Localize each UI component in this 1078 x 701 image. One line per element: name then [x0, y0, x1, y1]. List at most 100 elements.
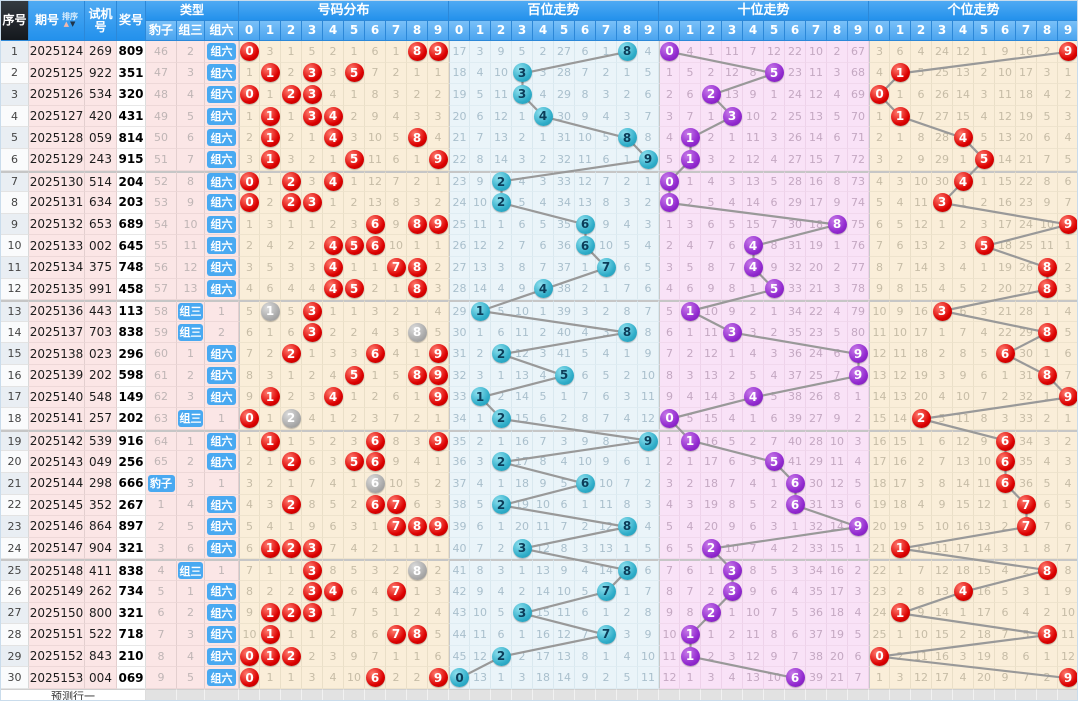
- hundreds-cell: 10: [491, 62, 512, 85]
- hundreds-cell: 13: [491, 127, 512, 149]
- units-cell: 15: [932, 624, 953, 646]
- drawn-digit-circle: 5: [344, 279, 364, 299]
- dist-cell: 7: [239, 559, 260, 581]
- dist-cell: 1: [407, 149, 428, 171]
- tens-cell: 9: [659, 602, 680, 625]
- tens-cell: 27: [785, 149, 806, 171]
- units-cell: 2: [932, 235, 953, 257]
- hundreds-cell: 33: [449, 386, 470, 409]
- tens-cell: 25: [806, 365, 827, 387]
- hundreds-cell: 4: [491, 278, 512, 301]
- hundreds-cell: 36: [449, 451, 470, 473]
- hundreds-cell: 1: [596, 41, 617, 63]
- hundreds-cell: 24: [449, 192, 470, 214]
- dist-cell: 5: [344, 451, 365, 473]
- tens-cell: 2: [848, 559, 869, 581]
- tens-cell: 80: [848, 321, 869, 344]
- hundreds-cell: 6: [512, 213, 533, 236]
- hundreds-cell: 1: [596, 602, 617, 625]
- dist-cell: 1: [386, 602, 407, 625]
- hundreds-cell: 21: [449, 127, 470, 149]
- type-badge: 组三: [178, 323, 203, 341]
- units-digit-circle: 4: [953, 172, 973, 192]
- hundreds-cell: 13: [533, 559, 554, 581]
- dist-cell: 4: [407, 451, 428, 473]
- hundreds-cell: 5: [554, 473, 575, 495]
- test-number-cell: 257: [85, 408, 117, 430]
- hundreds-cell: 2: [617, 170, 638, 193]
- dist-cell: 6: [365, 41, 386, 63]
- units-cell: 5: [890, 213, 911, 236]
- dist-cell: 0: [239, 192, 260, 214]
- tens-cell: 8: [701, 257, 722, 279]
- dist-cell: 11: [365, 149, 386, 171]
- tens-cell: 39: [806, 667, 827, 689]
- drawn-digit-circle: 3: [302, 538, 322, 558]
- units-cell: 7: [911, 559, 932, 581]
- footer-cell: [827, 689, 848, 700]
- hundreds-cell: 6: [533, 408, 554, 430]
- hundreds-cell: 5: [533, 386, 554, 409]
- dist-cell: 1: [260, 62, 281, 85]
- dist-cell: 9: [428, 213, 449, 236]
- tens-cell: 1: [680, 429, 701, 452]
- tens-cell: 2: [701, 62, 722, 85]
- hundreds-cell: 2: [512, 645, 533, 668]
- hundreds-cell: 4: [533, 105, 554, 128]
- tens-cell: 6: [785, 624, 806, 646]
- hundreds-cell: 1: [491, 667, 512, 689]
- drawn-digit-circle: 3: [302, 561, 322, 581]
- dist-cell: 1: [281, 365, 302, 387]
- type-badge: 组六: [206, 237, 237, 255]
- dist-cell: 1: [428, 62, 449, 85]
- hundreds-cell: 3: [533, 170, 554, 193]
- dist-cell: 0: [239, 645, 260, 668]
- dist-cell: 5: [344, 62, 365, 85]
- hundreds-cell: 27: [554, 41, 575, 63]
- period-cell: 2025135: [29, 278, 85, 301]
- index-cell: 28: [1, 624, 29, 646]
- dist-cell: 2: [281, 192, 302, 214]
- tens-digit-circle: 1: [680, 128, 700, 148]
- type-badge: 组三: [178, 302, 203, 320]
- prize-number-cell: 838: [117, 559, 146, 581]
- units-cell: 7: [911, 105, 932, 128]
- tens-cell: 34: [785, 300, 806, 322]
- dist-cell: 2: [281, 235, 302, 257]
- test-number-cell: 004: [85, 667, 117, 689]
- dist-cell: 2: [260, 192, 281, 214]
- tens-digit-circle: 6: [785, 668, 805, 688]
- tens-digit-circle: 6: [785, 495, 805, 515]
- sort-control[interactable]: 排序 ▲▼: [62, 13, 78, 28]
- footer-cell: [701, 689, 722, 700]
- dist-cell: 3: [365, 559, 386, 581]
- hundreds-cell: 30: [554, 105, 575, 128]
- units-cell: 16: [932, 645, 953, 668]
- hundreds-cell: 38: [554, 278, 575, 301]
- hundreds-cell: 7: [596, 581, 617, 603]
- hundreds-cell: 8: [638, 602, 659, 625]
- type-count-cell: 11: [177, 235, 205, 257]
- dist-cell: 3: [365, 408, 386, 430]
- test-number-cell: 420: [85, 105, 117, 128]
- units-digit-circle: 0: [870, 646, 889, 666]
- footer-cell: [1037, 689, 1058, 700]
- dist-cell: 9: [365, 105, 386, 128]
- tens-cell: 2: [701, 84, 722, 106]
- hundreds-cell: 14: [512, 386, 533, 409]
- tens-cell: 22: [806, 300, 827, 322]
- index-cell: 22: [1, 494, 29, 517]
- drawn-digit-circle: 6: [365, 668, 385, 688]
- hundreds-cell: 3: [512, 537, 533, 560]
- footer-cell: [302, 689, 323, 700]
- units-cell: 1: [1016, 537, 1037, 560]
- hundreds-cell: 13: [554, 645, 575, 668]
- dist-cell: 1: [260, 84, 281, 106]
- units-cell: 17: [869, 451, 890, 473]
- tens-cell: 1: [701, 41, 722, 63]
- tens-cell: 3: [743, 451, 764, 473]
- units-cell: 10: [995, 62, 1016, 85]
- drawn-digit-circle: 6: [365, 431, 385, 451]
- dist-cell: 2: [428, 559, 449, 581]
- units-cell: 10: [911, 624, 932, 646]
